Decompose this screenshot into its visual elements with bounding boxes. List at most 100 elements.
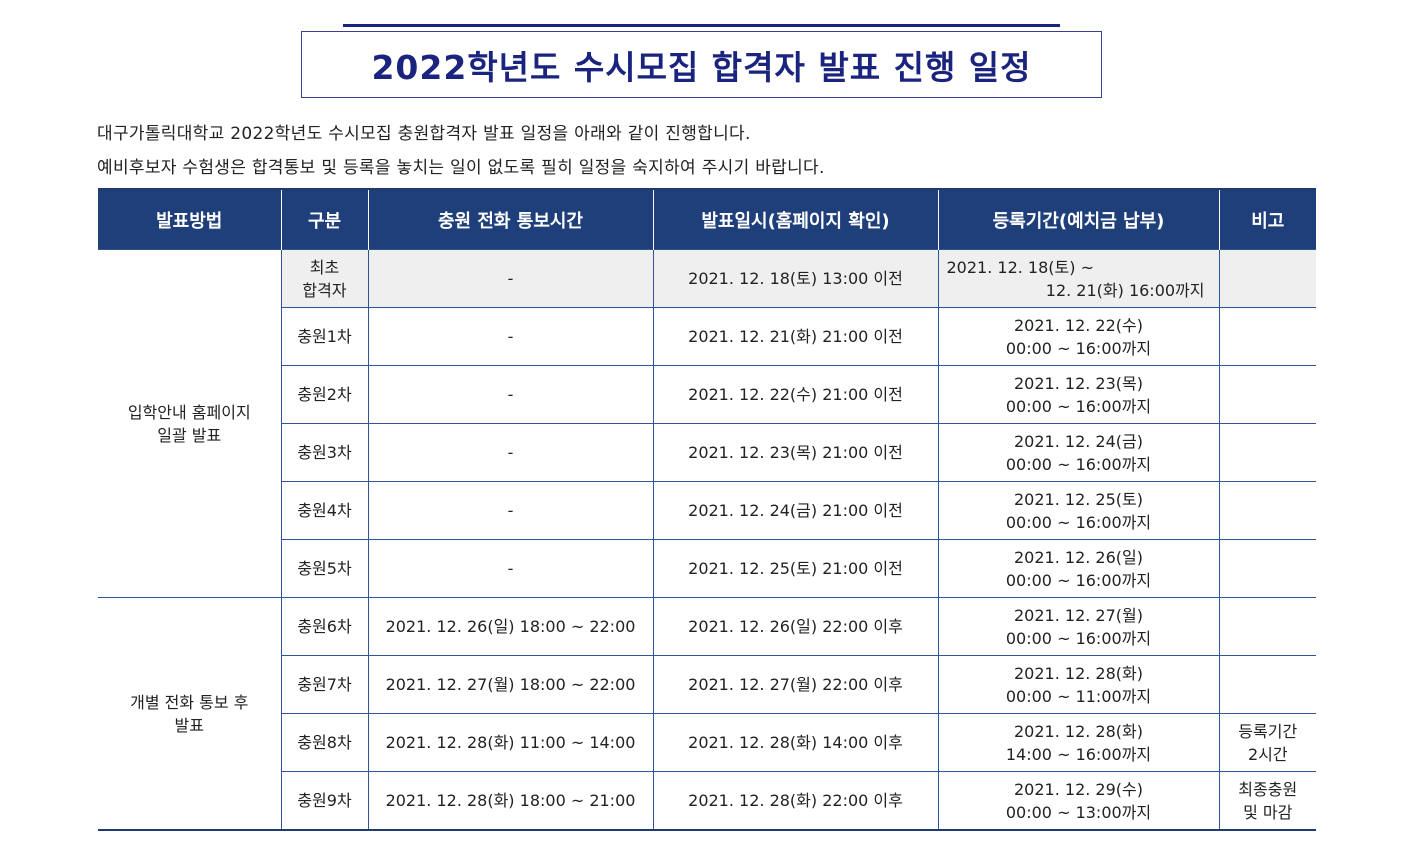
note-line: 최종충원	[1238, 779, 1298, 799]
table-row: 입학안내 홈페이지 일괄 발표 최초 합격자 - 2021. 12. 18(토)…	[98, 249, 1316, 598]
method-line: 입학안내 홈페이지	[127, 402, 251, 422]
call-time-cell: 2021. 12. 27(월) 18:00 ~ 22:00	[367, 655, 654, 714]
registration-cell: 2021. 12. 22(수) 00:00 ~ 16:00까지	[937, 307, 1220, 366]
type-cell: 충원2차	[280, 365, 369, 424]
note-cell: 등록기간 2시간	[1218, 713, 1316, 772]
announce-cell: 2021. 12. 25(토) 21:00 이전	[652, 539, 939, 598]
table-row: 충원1차 - 2021. 12. 21(화) 21:00 이전 2021. 12…	[98, 307, 1316, 366]
type-cell: 충원9차	[280, 771, 369, 831]
registration-line: 00:00 ~ 11:00까지	[1005, 686, 1152, 706]
registration-line: 2021. 12. 27(월)	[1014, 605, 1143, 625]
note-cell	[1218, 249, 1316, 308]
registration-line: 00:00 ~ 13:00까지	[1005, 802, 1152, 822]
type-cell: 충원5차	[280, 539, 369, 598]
title-box: 2022학년도 수시모집 합격자 발표 진행 일정	[301, 31, 1102, 98]
call-time-cell: 2021. 12. 26(일) 18:00 ~ 22:00	[367, 597, 654, 656]
announce-cell: 2021. 12. 27(월) 22:00 이후	[652, 655, 939, 714]
method-cell-homepage: 입학안내 홈페이지 일괄 발표	[98, 249, 282, 598]
type-cell: 충원6차	[280, 597, 369, 656]
call-time-cell: -	[367, 249, 654, 308]
registration-line: 14:00 ~ 16:00까지	[1005, 744, 1152, 764]
note-cell	[1218, 307, 1316, 366]
call-time-cell: -	[367, 539, 654, 598]
registration-line: 2021. 12. 26(일)	[1014, 547, 1143, 567]
registration-line: 2021. 12. 29(수)	[1014, 779, 1143, 799]
type-line: 최초	[309, 257, 340, 277]
call-time-cell: -	[367, 481, 654, 540]
call-time-cell: -	[367, 423, 654, 482]
header-type: 구분	[280, 188, 368, 250]
registration-line: 00:00 ~ 16:00까지	[1005, 570, 1152, 590]
call-time-cell: -	[367, 365, 654, 424]
announce-cell: 2021. 12. 22(수) 21:00 이전	[652, 365, 939, 424]
announce-cell: 2021. 12. 23(목) 21:00 이전	[652, 423, 939, 482]
table-row: 충원2차 - 2021. 12. 22(수) 21:00 이전 2021. 12…	[98, 365, 1316, 424]
registration-line: 00:00 ~ 16:00까지	[1005, 396, 1152, 416]
method-line: 개별 전화 통보 후	[130, 692, 249, 712]
intro-line-2: 예비후보자 수험생은 합격통보 및 등록을 놓치는 일이 없도록 필히 일정을 …	[97, 158, 825, 178]
type-cell: 최초 합격자	[280, 249, 369, 308]
registration-line: 2021. 12. 18(토) ~	[946, 257, 1094, 277]
announce-cell: 2021. 12. 18(토) 13:00 이전	[652, 249, 939, 308]
method-line: 발표	[174, 715, 204, 735]
call-time-cell: -	[367, 307, 654, 366]
header-note: 비고	[1218, 188, 1316, 250]
note-line: 2시간	[1247, 744, 1288, 764]
table-header-row: 발표방법 구분 충원 전화 통보시간 발표일시(홈페이지 확인) 등록기간(예치…	[98, 188, 1316, 250]
note-line: 등록기간	[1238, 721, 1298, 741]
announce-cell: 2021. 12. 21(화) 21:00 이전	[652, 307, 939, 366]
registration-line: 2021. 12. 24(금)	[1014, 431, 1143, 451]
announce-cell: 2021. 12. 26(일) 22:00 이후	[652, 597, 939, 656]
table-row: 충원3차 - 2021. 12. 23(목) 21:00 이전 2021. 12…	[98, 423, 1316, 482]
registration-line: 2021. 12. 25(토)	[1014, 489, 1143, 509]
registration-cell: 2021. 12. 23(목) 00:00 ~ 16:00까지	[937, 365, 1220, 424]
registration-line: 2021. 12. 28(화)	[1014, 721, 1143, 741]
table-row: 충원7차 2021. 12. 27(월) 18:00 ~ 22:00 2021.…	[98, 655, 1316, 714]
registration-cell: 2021. 12. 28(화) 00:00 ~ 11:00까지	[937, 655, 1220, 714]
header-call-time: 충원 전화 통보시간	[367, 188, 653, 250]
table-row: 개별 전화 통보 후 발표 충원6차 2021. 12. 26(일) 18:00…	[98, 597, 1316, 831]
header-method: 발표방법	[98, 188, 281, 250]
type-cell: 충원3차	[280, 423, 369, 482]
call-time-cell: 2021. 12. 28(화) 11:00 ~ 14:00	[367, 713, 654, 772]
registration-line: 00:00 ~ 16:00까지	[1005, 454, 1152, 474]
method-cell-phone: 개별 전화 통보 후 발표	[98, 597, 282, 831]
type-cell: 충원7차	[280, 655, 369, 714]
announce-cell: 2021. 12. 28(화) 22:00 이후	[652, 771, 939, 831]
registration-line: 00:00 ~ 16:00까지	[1005, 338, 1152, 358]
type-cell: 충원8차	[280, 713, 369, 772]
registration-cell: 2021. 12. 26(일) 00:00 ~ 16:00까지	[937, 539, 1220, 598]
registration-line: 2021. 12. 23(목)	[1014, 373, 1143, 393]
header-registration-period: 등록기간(예치금 납부)	[937, 188, 1219, 250]
announce-cell: 2021. 12. 24(금) 21:00 이전	[652, 481, 939, 540]
note-cell	[1218, 539, 1316, 598]
type-cell: 충원1차	[280, 307, 369, 366]
registration-line: 2021. 12. 22(수)	[1014, 315, 1143, 335]
schedule-table: 발표방법 구분 충원 전화 통보시간 발표일시(홈페이지 확인) 등록기간(예치…	[98, 188, 1316, 831]
note-cell	[1218, 481, 1316, 540]
table-row: 충원5차 - 2021. 12. 25(토) 21:00 이전 2021. 12…	[98, 539, 1316, 598]
note-cell	[1218, 423, 1316, 482]
registration-cell: 2021. 12. 25(토) 00:00 ~ 16:00까지	[937, 481, 1220, 540]
registration-cell: 2021. 12. 28(화) 14:00 ~ 16:00까지	[937, 713, 1220, 772]
registration-line: 12. 21(화) 16:00까지	[1045, 280, 1205, 300]
note-cell: 최종충원 및 마감	[1218, 771, 1316, 831]
registration-line: 00:00 ~ 16:00까지	[1005, 512, 1152, 532]
note-cell	[1218, 655, 1316, 714]
note-cell	[1218, 365, 1316, 424]
registration-line: 00:00 ~ 16:00까지	[1005, 628, 1152, 648]
announce-cell: 2021. 12. 28(화) 14:00 이후	[652, 713, 939, 772]
registration-line: 2021. 12. 28(화)	[1014, 663, 1143, 683]
registration-cell: 2021. 12. 24(금) 00:00 ~ 16:00까지	[937, 423, 1220, 482]
registration-cell: 2021. 12. 18(토) ~ 12. 21(화) 16:00까지	[937, 249, 1220, 308]
type-cell: 충원4차	[280, 481, 369, 540]
registration-cell: 2021. 12. 27(월) 00:00 ~ 16:00까지	[937, 597, 1220, 656]
call-time-cell: 2021. 12. 28(화) 18:00 ~ 21:00	[367, 771, 654, 831]
header-announce-date: 발표일시(홈페이지 확인)	[652, 188, 938, 250]
title-rule	[343, 24, 1060, 27]
method-line: 일괄 발표	[157, 425, 222, 445]
page-title: 2022학년도 수시모집 합격자 발표 진행 일정	[371, 47, 1032, 87]
intro-line-1: 대구가톨릭대학교 2022학년도 수시모집 충원합격자 발표 일정을 아래와 같…	[97, 124, 751, 144]
table-row: 충원9차 2021. 12. 28(화) 18:00 ~ 21:00 2021.…	[98, 771, 1316, 831]
type-line: 합격자	[302, 280, 347, 300]
